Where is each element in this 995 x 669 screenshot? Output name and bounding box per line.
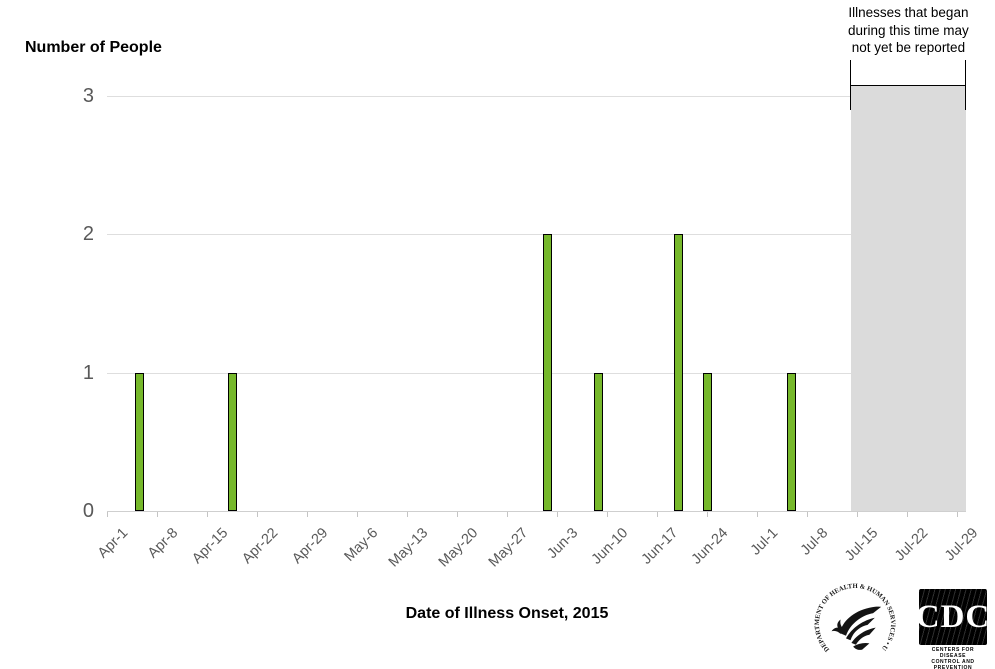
x-axis-tick	[507, 512, 508, 517]
x-axis-tick	[907, 512, 908, 517]
x-axis-tick	[707, 512, 708, 517]
gridline-y-3	[107, 96, 966, 97]
annotation-line: Illnesses that began	[848, 5, 969, 20]
case-bar	[786, 372, 796, 511]
x-axis-tick	[307, 512, 308, 517]
case-bar	[593, 372, 603, 511]
cdc-logo-box: CDC	[916, 589, 989, 645]
bracket-left-line	[849, 60, 851, 110]
y-axis-tick-label: 0	[82, 500, 94, 522]
y-axis-tick-label: 2	[82, 223, 94, 246]
cdc-tagline-line2: CONTROL AND PREVENTION	[931, 659, 975, 669]
x-axis-tick	[807, 512, 808, 517]
cdc-logo: CDC CENTERS FOR DISEASE CONTROL AND PREV…	[916, 589, 989, 669]
x-axis-tick	[357, 512, 358, 517]
x-axis-line	[107, 511, 966, 512]
case-bar	[227, 372, 237, 511]
x-axis-tick	[757, 512, 758, 517]
annotation-line: during this time may	[848, 22, 969, 38]
x-axis-tick	[657, 512, 658, 517]
gridline-y-2	[107, 234, 966, 236]
y-axis-tick-label: 3	[82, 85, 94, 107]
hhs-logo: DEPARTMENT OF HEALTH & HUMAN SERVICES • …	[810, 579, 896, 653]
x-axis-tick	[457, 512, 458, 517]
x-axis-tick	[557, 512, 558, 517]
x-axis-tick	[107, 512, 108, 517]
x-axis-title: Date of Illness Onset, 2015	[405, 605, 609, 622]
x-axis-tick	[257, 512, 258, 517]
not-yet-reported-annotation: Illnesses that began during this time may…	[833, 4, 983, 57]
x-axis-tick	[157, 512, 158, 517]
case-bar	[134, 372, 144, 511]
bracket-right-line	[965, 60, 967, 110]
case-bar	[542, 234, 552, 511]
case-bar	[673, 234, 683, 511]
cdc-tagline: CENTERS FOR DISEASE CONTROL AND PREVENTI…	[919, 647, 987, 669]
cdc-acronym: CDC	[915, 598, 991, 635]
x-axis-tick	[957, 512, 958, 517]
cdc-tagline-line1: CENTERS FOR DISEASE	[931, 647, 975, 659]
x-axis-tick	[207, 512, 208, 517]
gridline-y-1	[107, 372, 966, 374]
x-axis-tick	[407, 512, 408, 517]
x-axis-tick	[607, 512, 608, 517]
not-yet-reported-region	[850, 85, 967, 511]
annotation-line: not yet be reported	[851, 40, 966, 55]
case-bar	[703, 372, 713, 511]
y-axis-tick-label: 1	[82, 361, 94, 384]
bracket-top-line	[850, 85, 967, 86]
x-axis-tick	[857, 512, 858, 517]
hhs-eagle-icon	[831, 606, 882, 650]
y-axis-title: Number of People	[25, 39, 162, 56]
